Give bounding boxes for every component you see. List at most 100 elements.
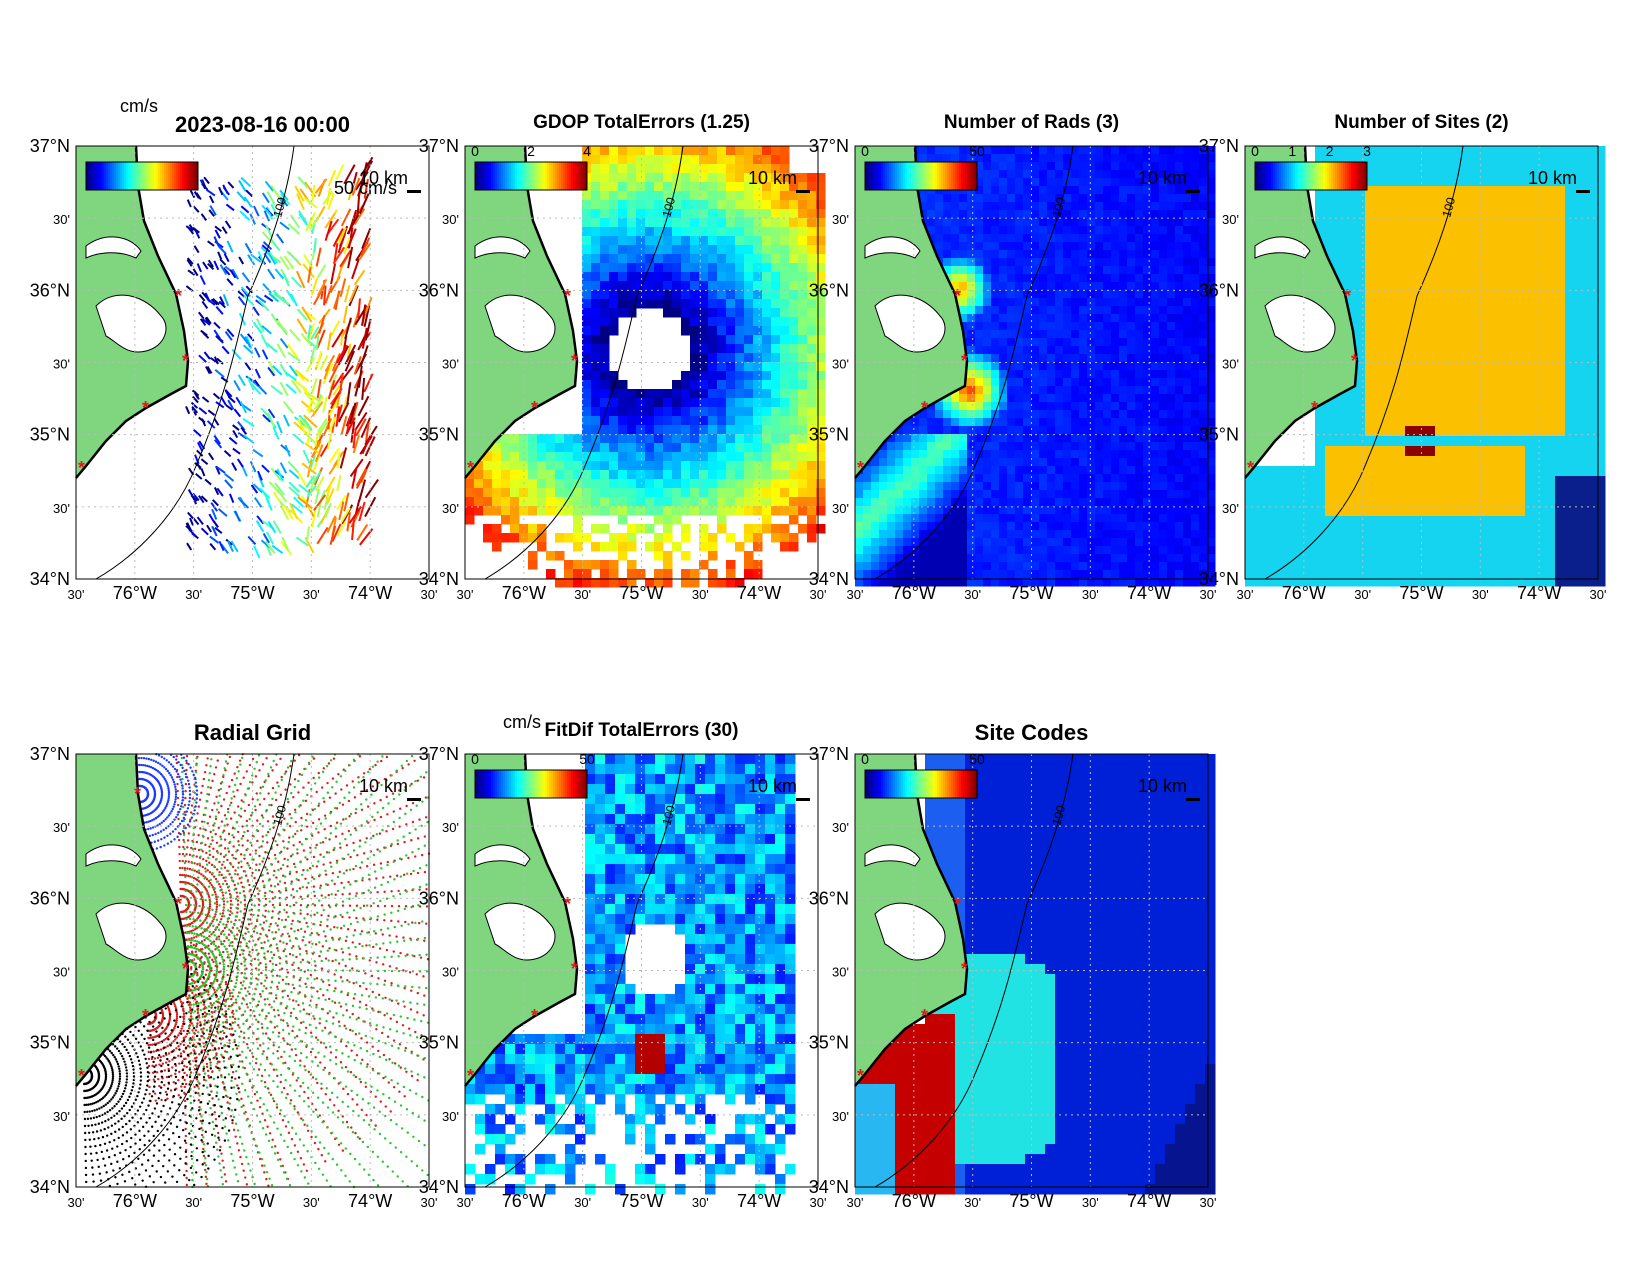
field-cell [1071,522,1080,531]
field-cell [699,344,709,354]
field-cell [951,442,960,451]
field-cell [975,330,984,339]
field-cell [1159,162,1168,171]
field-cell [717,479,727,489]
field-cell [1095,506,1104,515]
field-cell [609,191,619,201]
field-cell [1199,570,1208,579]
field-cell [1183,266,1192,275]
field-cell [681,173,691,183]
field-cell [1047,554,1056,563]
colorbar-cell [879,162,882,190]
field-cell [771,416,781,426]
velocity-vector [224,220,232,229]
field-cell [1119,298,1128,307]
field-cell [1103,314,1112,323]
field-cell [699,389,709,399]
velocity-vector [290,379,302,394]
field-cell [699,506,709,516]
field-cell [1071,162,1080,171]
field-cell [1119,234,1128,243]
field-cell [582,380,592,390]
field-cell [975,258,984,267]
field-cell [855,514,864,523]
field-cell [943,226,952,235]
field-cell [1055,330,1064,339]
field-cell [1545,236,1556,247]
field-cell [546,497,556,507]
field-cell [798,254,808,264]
field-cell [1103,450,1112,459]
field-cell [1063,242,1072,251]
field-cell [672,191,682,201]
field-cell [1345,226,1356,237]
velocity-vector [339,447,348,469]
field-cell [951,410,960,419]
field-cell [1031,210,1040,219]
field-cell [1575,226,1586,237]
field-cell [1183,154,1192,163]
colorbar-cell [557,162,560,190]
field-cell [1023,306,1032,315]
field-cell [1103,282,1112,291]
field-cell [967,330,976,339]
field-cell [1183,346,1192,355]
field-cell [1565,226,1576,237]
field-cell [1015,218,1024,227]
field-cell [1425,206,1436,217]
field-cell [591,308,601,318]
field-cell [1015,418,1024,427]
field-cell [1071,338,1080,347]
velocity-vector [224,389,233,398]
field-cell [935,154,944,163]
field-cell [959,546,968,555]
field-cell [975,250,984,259]
field-cell [627,407,637,417]
lon-tick-label: 74°W [348,583,392,603]
field-cell [1435,226,1446,237]
field-cell [1055,378,1064,387]
field-cell [1167,426,1176,435]
field-cell [1007,562,1016,571]
field-cell [1015,562,1024,571]
field-cell [1031,410,1040,419]
field-cell [983,346,992,355]
field-cell [1063,162,1072,171]
field-cell [1071,530,1080,539]
colorbar-cell [963,162,966,190]
colorbar-cell [581,162,584,190]
field-cell [708,344,718,354]
field-cell [1055,186,1064,195]
field-cell [1175,546,1184,555]
field-cell [975,418,984,427]
field-cell [975,458,984,467]
velocity-vector [257,470,263,481]
field-cell [1007,146,1016,155]
field-cell [1127,250,1136,259]
field-cell [1007,362,1016,371]
field-cell [855,562,864,571]
field-cell [798,398,808,408]
field-cell [618,479,628,489]
velocity-vector [261,231,274,245]
velocity-vector [335,164,345,181]
field-cell [762,218,772,228]
field-cell [879,578,888,587]
field-cell [771,443,781,453]
field-cell [927,474,936,483]
field-cell [645,407,655,417]
field-cell [798,443,808,453]
field-cell [1039,442,1048,451]
field-cell [1191,314,1200,323]
velocity-vector [265,342,278,353]
field-cell [780,146,790,156]
field-cell [780,173,790,183]
field-cell [1175,322,1184,331]
field-cell [1015,210,1024,219]
field-cell [1071,146,1080,155]
field-cell [1207,522,1216,531]
field-cell [1015,522,1024,531]
field-cell [1485,196,1496,207]
velocity-vector [332,228,344,247]
field-cell [510,452,520,462]
